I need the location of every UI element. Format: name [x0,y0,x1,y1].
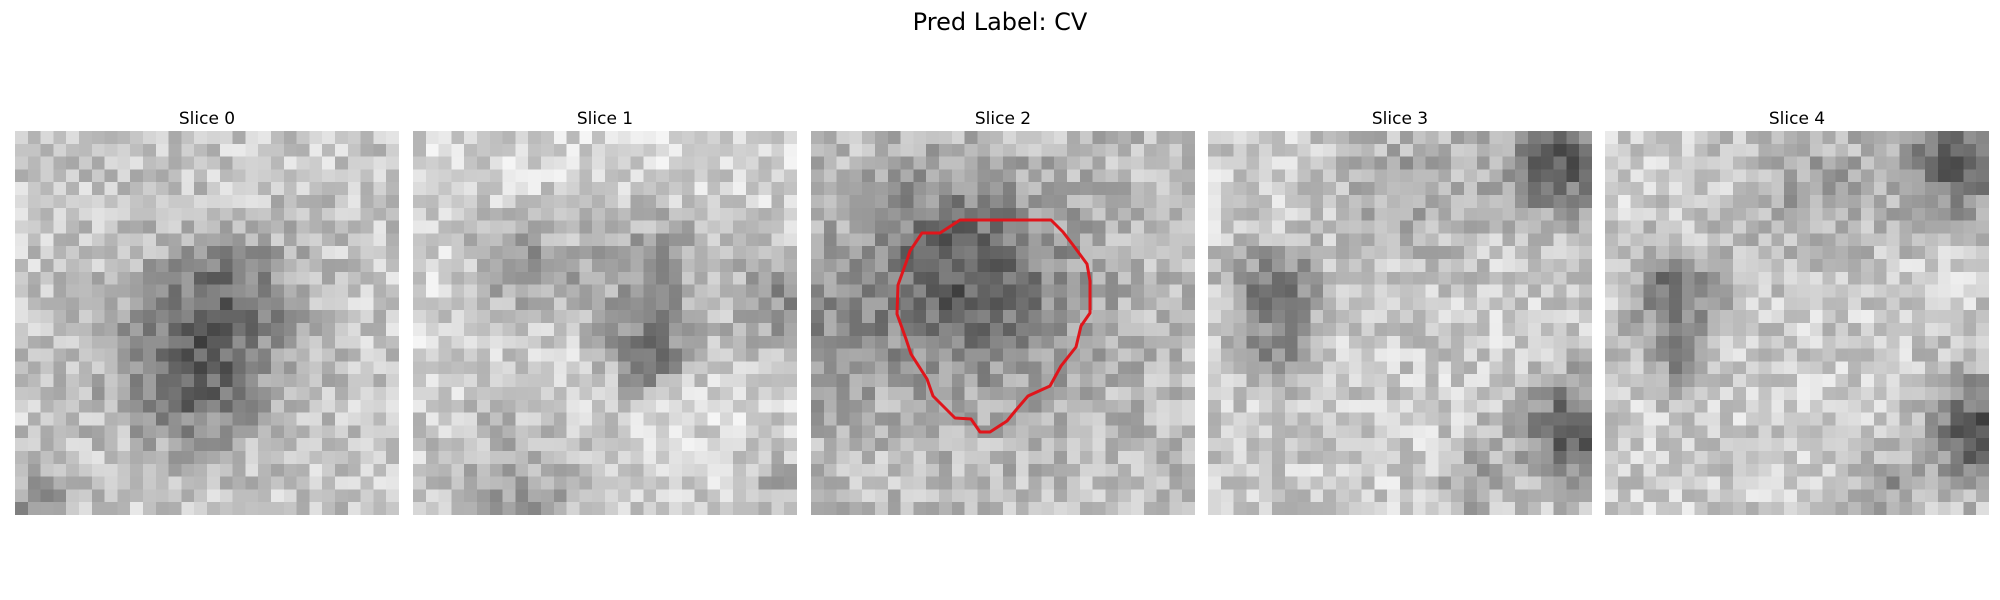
slice-2-image [811,131,1195,515]
slice-panel-3: Slice 3 [1208,107,1592,515]
figure-title: Pred Label: CV [0,6,2000,38]
slice-panel-4: Slice 4 [1605,107,1989,515]
slice-1-title: Slice 1 [413,107,797,131]
slice-4-image [1605,131,1989,515]
slice-0-image [15,131,399,515]
slice-0-title: Slice 0 [15,107,399,131]
slice-4-title: Slice 4 [1605,107,1989,131]
slice-panel-1: Slice 1 [413,107,797,515]
slice-panel-0: Slice 0 [15,107,399,515]
slice-1-image [413,131,797,515]
slice-panel-2: Slice 2 [811,107,1195,515]
slice-3-title: Slice 3 [1208,107,1592,131]
slice-3-image [1208,131,1592,515]
slice-2-title: Slice 2 [811,107,1195,131]
